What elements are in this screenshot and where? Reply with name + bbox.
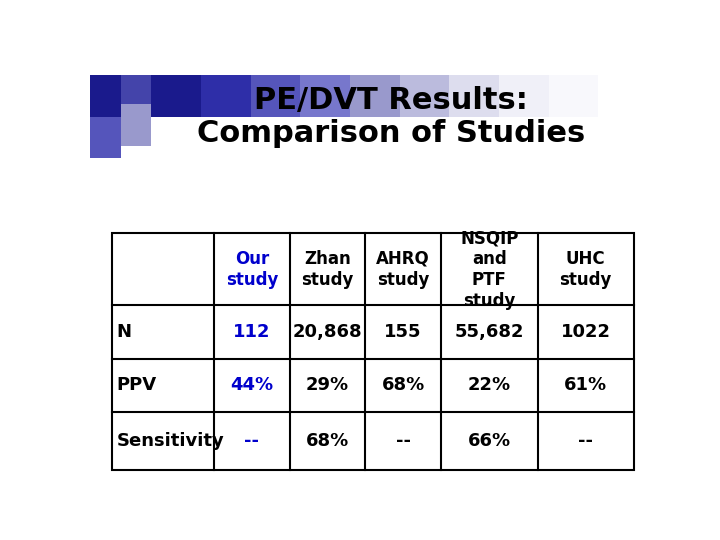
Text: PE/DVT Results:
Comparison of Studies: PE/DVT Results: Comparison of Studies <box>197 85 585 148</box>
Text: Our
study: Our study <box>225 250 278 289</box>
Bar <box>90 117 121 158</box>
Bar <box>350 75 400 117</box>
Bar <box>449 75 499 117</box>
Text: --: -- <box>244 432 259 450</box>
Text: UHC
study: UHC study <box>559 250 612 289</box>
Bar <box>121 104 151 146</box>
Text: 155: 155 <box>384 323 422 341</box>
Bar <box>251 75 300 117</box>
Text: 1022: 1022 <box>561 323 611 341</box>
Text: N: N <box>117 323 132 341</box>
Text: 66%: 66% <box>468 432 510 450</box>
Text: 29%: 29% <box>306 376 349 395</box>
Text: --: -- <box>578 432 593 450</box>
Bar <box>300 75 350 117</box>
Text: 20,868: 20,868 <box>293 323 362 341</box>
Bar <box>151 75 201 117</box>
Text: 55,682: 55,682 <box>454 323 524 341</box>
Bar <box>598 75 648 117</box>
Text: --: -- <box>396 432 410 450</box>
Text: 68%: 68% <box>306 432 349 450</box>
Bar <box>121 75 151 104</box>
Text: 44%: 44% <box>230 376 274 395</box>
Bar <box>90 75 121 117</box>
Text: NSQIP
and
PTF
study: NSQIP and PTF study <box>460 229 518 309</box>
Bar <box>549 75 598 117</box>
Text: Zhan
study: Zhan study <box>302 250 354 289</box>
Bar <box>400 75 449 117</box>
Text: Sensitivity: Sensitivity <box>117 432 225 450</box>
Text: PPV: PPV <box>117 376 157 395</box>
Bar <box>499 75 549 117</box>
Bar <box>112 233 634 470</box>
Text: 68%: 68% <box>382 376 425 395</box>
Bar <box>201 75 251 117</box>
Text: AHRQ
study: AHRQ study <box>377 250 430 289</box>
Text: 61%: 61% <box>564 376 608 395</box>
Text: 22%: 22% <box>468 376 510 395</box>
Text: 112: 112 <box>233 323 271 341</box>
